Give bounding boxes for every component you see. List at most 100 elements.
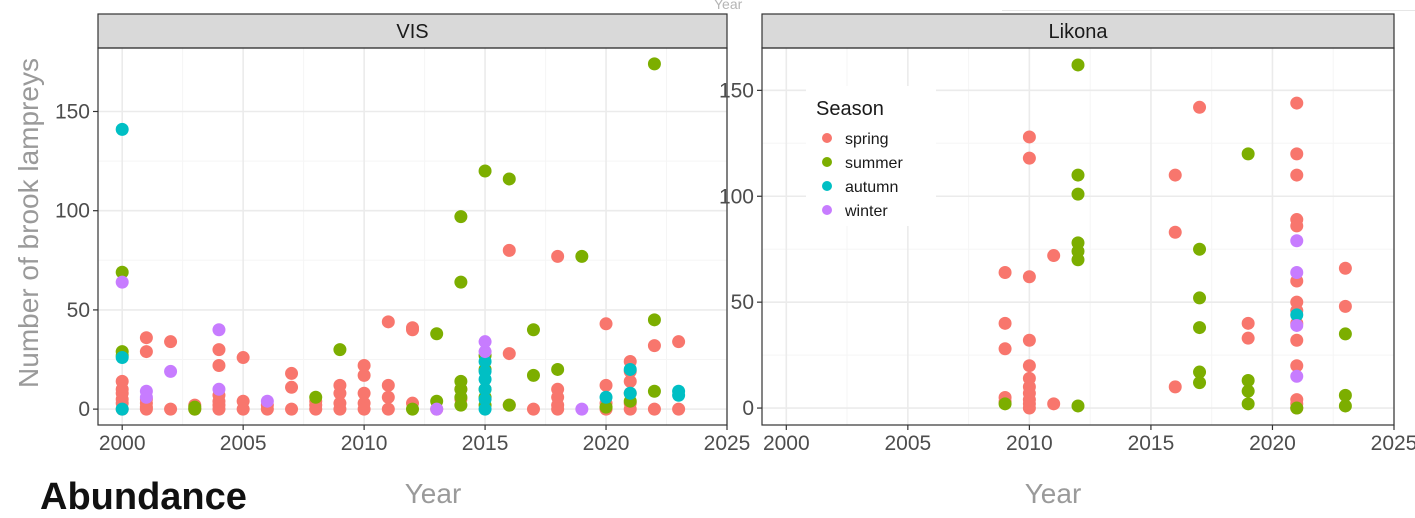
panel-vis: 2000 2005 2010 2015 2020 2025 0 50 100 150 VIS [55,13,750,455]
y-tick-label: 150 [719,79,754,102]
point-winter [139,390,153,404]
legend-label-summer: summer [845,155,903,172]
point-spring [1338,299,1352,313]
point-spring [672,335,686,349]
point-spring [333,386,347,400]
point-spring [647,339,661,353]
point-summer [188,402,202,416]
legend-label-autumn: autumn [845,179,898,196]
point-spring [551,249,565,263]
point-summer [1241,397,1255,411]
legend-title: Season [816,98,884,120]
point-winter [478,335,492,349]
point-spring [139,402,153,416]
point-spring [526,402,540,416]
point-spring [164,402,178,416]
point-summer [1338,399,1352,413]
y-tick-label: 50 [67,299,90,322]
point-summer [502,398,516,412]
x-tick-label: 2005 [220,432,267,455]
point-spring [212,343,226,357]
point-spring [502,243,516,257]
x-axis-label-vis: Year [405,478,462,509]
x-tick-label: 2010 [1006,432,1053,455]
point-spring [212,402,226,416]
point-summer [406,402,419,416]
legend-label-spring: spring [845,131,889,148]
point-spring [309,402,323,416]
point-summer [1290,401,1304,415]
point-autumn [115,351,129,365]
point-summer [647,384,661,398]
point-spring [357,386,371,400]
point-spring [381,315,395,329]
point-spring [551,402,565,416]
point-spring [285,366,299,380]
point-summer [454,275,468,289]
point-spring [1193,100,1207,114]
point-summer [1071,168,1085,182]
x-tick-label: 2025 [1371,432,1415,455]
point-spring [285,380,299,394]
x-tick-label: 2015 [462,432,509,455]
point-summer [502,172,516,186]
point-summer [478,164,492,178]
point-summer [430,327,444,341]
legend-key-summer [822,157,832,167]
point-autumn [478,392,492,406]
point-spring [998,342,1012,356]
section-heading: Abundance [40,476,247,518]
point-spring [998,266,1012,280]
point-autumn [599,390,613,404]
point-summer [647,57,661,71]
point-summer [454,398,468,412]
point-spring [998,316,1012,330]
point-spring [406,321,419,335]
point-spring [333,402,347,416]
facet-strip [97,13,728,49]
point-spring [1241,331,1255,345]
cropped-top-text: Year [714,0,743,12]
legend-label-winter: winter [844,203,888,220]
point-summer [1193,242,1207,256]
panel-likona: 2000 2005 2010 2015 2020 2025 0 50 100 150 Likona S… [719,13,1415,455]
point-spring [1168,380,1182,394]
point-winter [1290,234,1304,248]
point-spring [647,402,661,416]
point-summer [1193,376,1207,390]
point-spring [164,335,178,349]
legend-background [806,86,936,226]
point-spring [1290,168,1304,182]
panel-border [761,47,1395,426]
point-autumn [478,355,492,369]
y-tick-label: 100 [719,185,754,208]
point-autumn [115,122,129,136]
point-spring [1022,333,1036,347]
point-spring [212,358,226,372]
point-winter [478,345,492,359]
point-summer [526,368,540,382]
point-spring [357,358,371,372]
point-spring [381,378,395,392]
point-summer [1241,147,1255,161]
point-summer [1338,327,1352,341]
point-winter [212,382,226,396]
point-autumn [1290,308,1304,322]
point-spring [381,402,395,416]
y-tick-label: 150 [55,100,90,123]
y-tick-label: 50 [731,291,754,314]
point-spring [1290,96,1304,110]
point-winter [115,275,129,289]
point-spring [1022,401,1036,415]
point-spring [599,317,613,331]
point-autumn [623,386,637,400]
point-spring [672,402,686,416]
point-summer [575,249,589,263]
point-summer [998,397,1012,411]
point-spring [1290,359,1304,373]
cropped-top-box-right [1002,0,1415,11]
point-summer [1241,374,1255,388]
y-tick-label: 0 [742,397,754,420]
facet-title: VIS [396,21,428,43]
point-summer [526,323,540,337]
